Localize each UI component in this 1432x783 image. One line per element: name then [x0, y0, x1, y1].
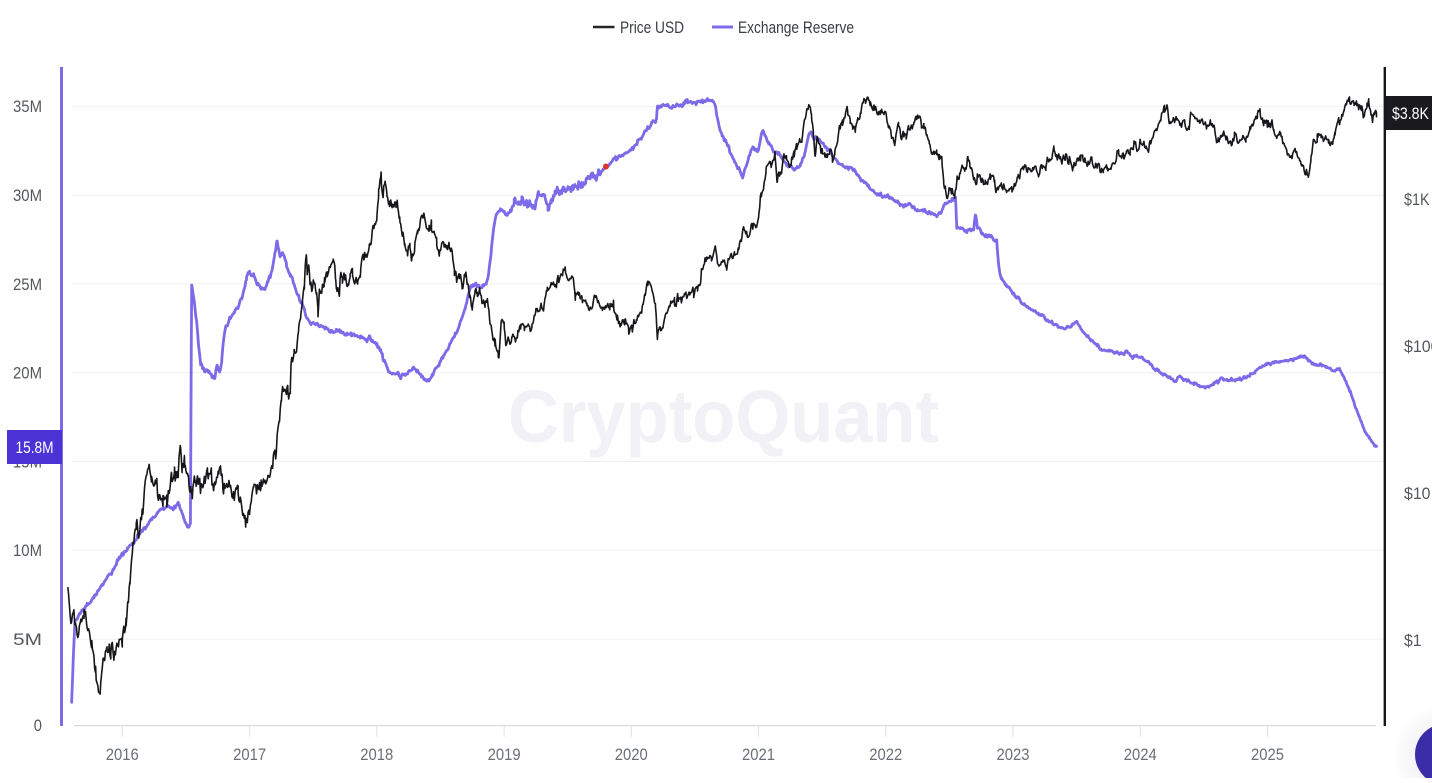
svg-text:2025: 2025 — [1251, 746, 1284, 764]
svg-text:0: 0 — [34, 717, 42, 735]
svg-text:2018: 2018 — [360, 746, 393, 764]
svg-text:Exchange Reserve: Exchange Reserve — [738, 19, 854, 37]
svg-text:35M: 35M — [13, 98, 42, 116]
svg-text:2024: 2024 — [1124, 746, 1157, 764]
svg-text:2016: 2016 — [106, 746, 139, 764]
svg-text:2021: 2021 — [742, 746, 775, 764]
svg-text:2020: 2020 — [615, 746, 648, 764]
svg-text:2019: 2019 — [488, 746, 521, 764]
svg-text:$100: $100 — [1404, 338, 1432, 356]
svg-text:20M: 20M — [13, 365, 42, 383]
svg-text:2017: 2017 — [233, 746, 266, 764]
svg-text:5M: 5M — [13, 631, 42, 649]
svg-text:10M: 10M — [13, 542, 42, 560]
svg-text:25M: 25M — [13, 276, 42, 294]
svg-text:15.8M: 15.8M — [16, 439, 54, 457]
svg-text:Price USD: Price USD — [620, 19, 684, 37]
svg-text:2022: 2022 — [869, 746, 902, 764]
svg-text:$1: $1 — [1404, 632, 1422, 650]
svg-text:$1K: $1K — [1404, 191, 1430, 209]
svg-text:$3.8K: $3.8K — [1392, 105, 1429, 123]
svg-text:$10: $10 — [1404, 485, 1431, 503]
svg-text:30M: 30M — [13, 187, 42, 205]
svg-text:2023: 2023 — [997, 746, 1030, 764]
svg-text:CryptoQuant: CryptoQuant — [508, 375, 939, 458]
